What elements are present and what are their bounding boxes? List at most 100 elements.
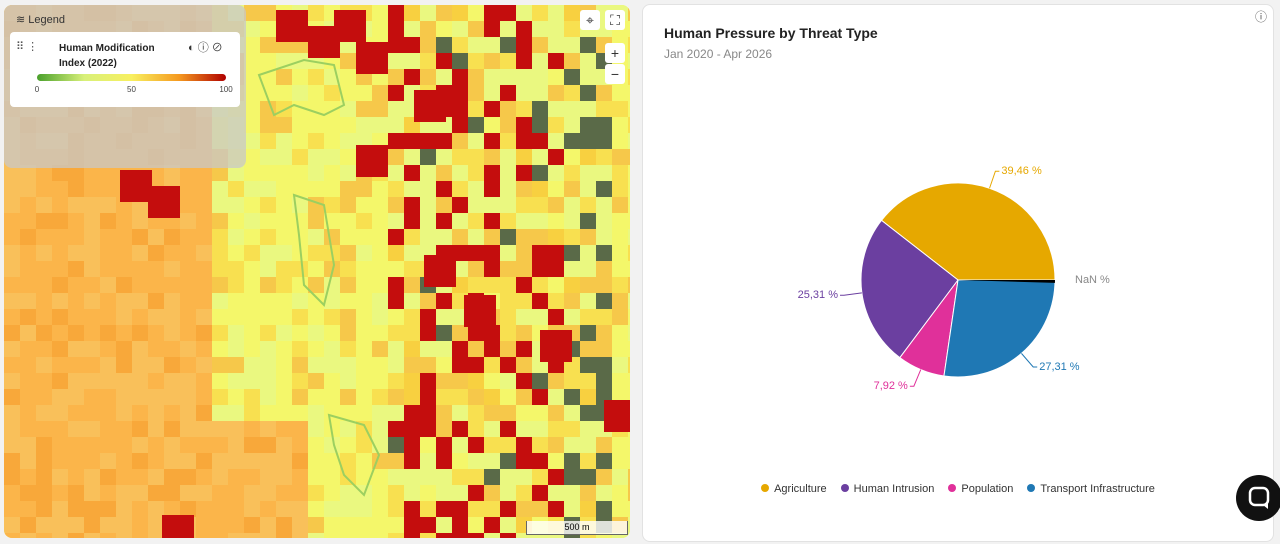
fullscreen-button[interactable]: ⛶ xyxy=(605,10,625,30)
map-cell xyxy=(52,437,68,453)
map-cell xyxy=(372,421,388,437)
map-cell xyxy=(388,5,404,21)
layer-controls[interactable]: ◐ ⓘ ⊘ xyxy=(188,42,223,54)
map-cell xyxy=(340,165,356,181)
map-cell xyxy=(164,229,180,245)
map-cell xyxy=(516,437,532,453)
map-cell xyxy=(404,389,420,405)
map-cell xyxy=(452,69,468,85)
map-cell xyxy=(340,389,356,405)
legend-item[interactable]: Population xyxy=(948,483,1013,495)
map-cell xyxy=(436,421,452,437)
map-cell xyxy=(420,149,436,165)
map-cell xyxy=(356,197,372,213)
map-cell xyxy=(500,437,516,453)
map-cell xyxy=(500,421,516,437)
map-cell xyxy=(452,501,468,517)
map-cell xyxy=(548,101,564,117)
zoom-out[interactable]: − xyxy=(605,64,625,84)
legend-swatch xyxy=(840,484,849,492)
map-cell xyxy=(180,357,196,373)
chart-panel: Human Pressure by Threat Type Jan 2020 -… xyxy=(642,4,1274,542)
map-cell xyxy=(356,213,372,229)
map-cell xyxy=(196,405,212,421)
map-cell xyxy=(324,165,340,181)
map-cell xyxy=(580,37,596,53)
locate-button[interactable]: ⌖ xyxy=(580,10,600,30)
map-cell xyxy=(612,149,628,165)
map-cell xyxy=(532,37,548,53)
map-cell xyxy=(356,453,372,469)
map-cell xyxy=(260,37,276,53)
map-cell xyxy=(372,245,388,261)
map-cell xyxy=(564,69,580,85)
map-cell xyxy=(580,261,596,277)
map-cell xyxy=(36,181,52,197)
map-cell xyxy=(20,261,36,277)
legend-item[interactable]: Human Intrusion xyxy=(840,483,934,495)
map-cell xyxy=(340,437,356,453)
map-cell xyxy=(116,373,132,389)
map-cell xyxy=(84,341,100,357)
map-cell xyxy=(500,213,516,229)
map-cell xyxy=(596,133,612,149)
map-cell xyxy=(36,389,52,405)
map-cell xyxy=(580,485,596,501)
map-cell xyxy=(4,309,20,325)
map-cell xyxy=(292,501,308,517)
map-cell xyxy=(116,213,132,229)
map-cell xyxy=(4,341,20,357)
map-cell xyxy=(468,453,484,469)
map-cell xyxy=(132,213,148,229)
map-cell xyxy=(372,469,388,485)
map-cell xyxy=(116,485,132,501)
legend-item[interactable]: Transport Infrastructure xyxy=(1027,483,1155,495)
map-cell xyxy=(68,469,84,485)
color-ramp: 0 50 100 xyxy=(35,74,233,94)
map-cell xyxy=(404,165,420,181)
map-cell xyxy=(84,197,100,213)
map-cell xyxy=(452,101,468,117)
map-cell xyxy=(612,533,628,538)
map-cell xyxy=(260,405,276,421)
map-cell xyxy=(116,325,132,341)
map-cell xyxy=(292,181,308,197)
map-cell xyxy=(452,533,468,538)
map-cell xyxy=(116,517,132,533)
map-cell xyxy=(500,501,516,517)
map-cell xyxy=(20,277,36,293)
legend-panel: ≋ Legend ⠿ ⋮ Human Modification Index (2… xyxy=(4,5,246,168)
map-cell xyxy=(420,389,436,405)
map-cell xyxy=(404,533,420,538)
map-cell xyxy=(436,149,452,165)
map-cell xyxy=(580,277,596,293)
map-cell xyxy=(516,37,532,53)
map-cell xyxy=(340,293,356,309)
map-cell xyxy=(564,37,580,53)
drag-handle[interactable]: ⠿ ⋮ xyxy=(16,41,39,53)
zoom-in[interactable]: + xyxy=(605,43,625,63)
map-cell xyxy=(20,373,36,389)
map-cell xyxy=(612,245,628,261)
map-cell xyxy=(628,229,630,245)
map-cell xyxy=(516,21,532,37)
map-cell xyxy=(276,245,292,261)
map-cell xyxy=(500,181,516,197)
map-cell xyxy=(4,453,20,469)
map-cell xyxy=(180,373,196,389)
map-cell xyxy=(500,69,516,85)
map-cell xyxy=(260,277,276,293)
map-cell xyxy=(52,469,68,485)
map-cell xyxy=(196,533,212,538)
map-cell xyxy=(436,37,452,53)
legend-item[interactable]: Agriculture xyxy=(761,483,827,495)
map-cell xyxy=(612,437,628,453)
map-cell xyxy=(356,293,372,309)
chat-button[interactable] xyxy=(1236,475,1280,521)
map-cell xyxy=(388,437,404,453)
info-icon[interactable]: ⓘ xyxy=(1255,10,1268,24)
map-cell xyxy=(36,293,52,309)
map-cell xyxy=(52,517,68,533)
map-cell xyxy=(580,229,596,245)
map-cell xyxy=(404,293,420,309)
